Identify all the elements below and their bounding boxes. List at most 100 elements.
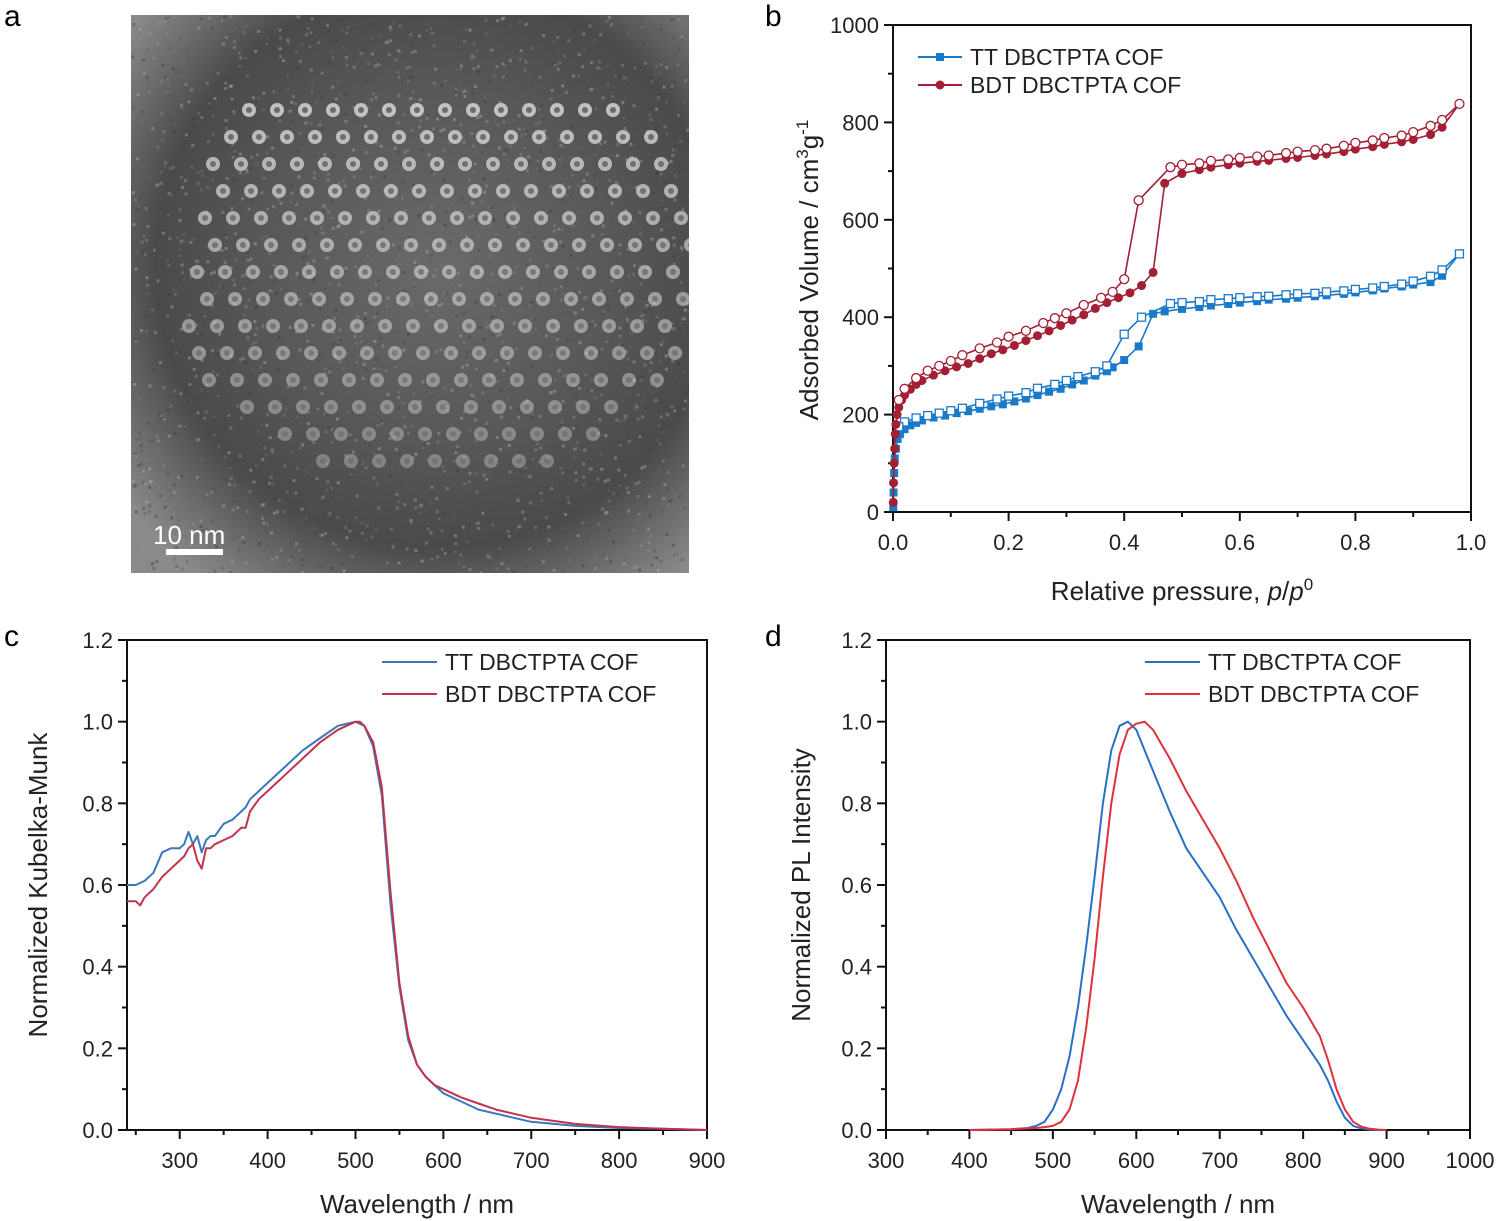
b-tt-adsorption-point <box>1409 280 1418 289</box>
b-bdt-desorption-point <box>893 394 904 406</box>
c-tt-line <box>127 720 708 1131</box>
d-x-tick-label: 600 <box>1118 1148 1155 1173</box>
b-tt-adsorption-point <box>1102 367 1111 376</box>
b-bdt-desorption-point <box>922 365 933 376</box>
b-bdt-adsorption-point <box>897 395 907 405</box>
lattice-spot <box>500 346 514 360</box>
b-tt-desorption-point <box>1379 281 1389 292</box>
b-x-tick-label: 1.0 <box>1456 530 1487 555</box>
c-x-tick-label: 900 <box>689 1148 726 1173</box>
b-tt-adsorption-point <box>906 421 915 430</box>
b-tt-adsorption-line <box>892 253 1461 508</box>
b-bdt-adsorption-point <box>1310 151 1320 161</box>
lattice-spot <box>484 454 498 468</box>
lattice-spot <box>622 373 636 387</box>
b-bdt-desorption-point <box>1309 145 1321 156</box>
b-tt-desorption-point <box>975 398 985 409</box>
lattice-spot <box>230 373 244 387</box>
b-bdt-desorption-point <box>1251 151 1263 162</box>
d-y-tick-label: 0.4 <box>841 955 872 980</box>
b-tt-adsorption-point <box>1310 292 1319 301</box>
lattice-spot <box>398 373 412 387</box>
b-tt-desorption-point <box>899 417 910 427</box>
b-bdt-desorption-point <box>1292 146 1303 157</box>
b-bdt-adsorption-point <box>1044 326 1054 336</box>
lattice-spot <box>390 427 404 441</box>
b-tt-desorption-point <box>946 406 956 416</box>
lattice-spot <box>408 400 422 414</box>
lattice-spot <box>502 427 516 441</box>
b-y-tick-label: 600 <box>842 208 879 233</box>
lattice-spot <box>400 454 414 468</box>
b-bdt-adsorption-point <box>892 410 902 420</box>
lattice-spot <box>306 427 320 441</box>
b-bdt-adsorption-point <box>1177 169 1187 179</box>
b-tt-adsorption-point <box>1178 304 1186 313</box>
c-x-tick-label: 600 <box>425 1148 462 1173</box>
b-tt-adsorption-point <box>1322 291 1331 300</box>
b-tt-desorption-point <box>1102 361 1112 371</box>
lattice-spot <box>446 427 460 441</box>
b-bdt-desorption-point <box>957 350 968 361</box>
b-legend-tt-marker <box>936 53 944 61</box>
b-bdt-desorption-point <box>1367 135 1378 146</box>
b-tt-adsorption-point <box>1293 293 1302 302</box>
b-tt-adsorption-point <box>1397 282 1406 291</box>
panel-label-c: c <box>4 620 19 653</box>
b-bdt-adsorption-point <box>1322 149 1331 159</box>
b-tt-desorption-point <box>1073 371 1083 382</box>
b-bdt-adsorption-point <box>889 458 899 468</box>
b-tt-adsorption-point <box>890 454 899 463</box>
lattice-spot <box>492 400 506 414</box>
lattice-spot <box>668 346 682 360</box>
b-bdt-adsorption-point <box>1252 156 1262 166</box>
b-tt-desorption-point <box>1119 329 1129 339</box>
b-tt-adsorption-point <box>1224 300 1233 309</box>
b-bdt-desorption-point <box>1176 159 1188 170</box>
b-y-tick-label: 0 <box>867 500 879 525</box>
d-x-tick-label: 700 <box>1201 1148 1238 1173</box>
c-x-tick-label: 300 <box>161 1148 198 1173</box>
b-tt-desorption-point <box>1454 249 1465 259</box>
b-tt-desorption-point <box>1396 279 1407 289</box>
b-bdt-desorption-point <box>1020 325 1032 336</box>
lattice-spot <box>612 346 626 360</box>
lattice-spot <box>428 454 442 468</box>
b-bdt-adsorption-point <box>891 419 901 429</box>
b-tt-desorption-point <box>1206 295 1216 305</box>
b-tt-desorption-point <box>1310 288 1320 298</box>
b-tt-adsorption-point <box>1206 301 1215 310</box>
b-bdt-adsorption-point <box>1339 147 1349 157</box>
c-legend-bdt-label: BDT DBCTPTA COF <box>445 681 656 707</box>
b-bdt-desorption-point <box>1321 143 1332 154</box>
b-tt-adsorption-point <box>1045 387 1054 396</box>
b-tt-adsorption-point <box>917 416 926 425</box>
b-tt-adsorption-point <box>895 430 904 439</box>
b-bdt-desorption-point <box>1454 98 1465 110</box>
b-bdt-adsorption-point <box>986 349 996 359</box>
c-y-tick-label: 1.2 <box>82 628 113 653</box>
lattice-spot <box>360 346 374 360</box>
b-bdt-adsorption-point <box>928 370 938 380</box>
b-tt-desorption-point <box>1032 383 1043 393</box>
b-bdt-adsorption-point <box>1293 152 1303 162</box>
c-y-tick-label: 0.8 <box>82 791 113 816</box>
b-tt-desorption-point <box>1235 293 1245 303</box>
b-bdt-desorption-point <box>1425 120 1436 131</box>
lattice-spot <box>528 346 542 360</box>
lattice-spot <box>548 400 562 414</box>
b-tt-adsorption-point <box>941 411 950 420</box>
b-tt-desorption-point <box>1350 284 1361 295</box>
lattice-spot <box>418 427 432 441</box>
b-bdt-desorption-point <box>1119 274 1130 285</box>
d-legend-tt-label: TT DBCTPTA COF <box>1208 649 1401 675</box>
b-bdt-desorption-point <box>899 383 910 394</box>
panel-label-b: b <box>765 0 782 33</box>
c-y-tick-label: 0.4 <box>82 955 113 980</box>
lattice-spot <box>474 427 488 441</box>
c-bdt-line <box>127 720 708 1131</box>
b-bdt-adsorption-line <box>892 103 1461 503</box>
b-tt-desorption-point <box>1264 291 1274 301</box>
panel-label-d: d <box>765 620 782 653</box>
b-bdt-desorption-point <box>1436 114 1448 126</box>
